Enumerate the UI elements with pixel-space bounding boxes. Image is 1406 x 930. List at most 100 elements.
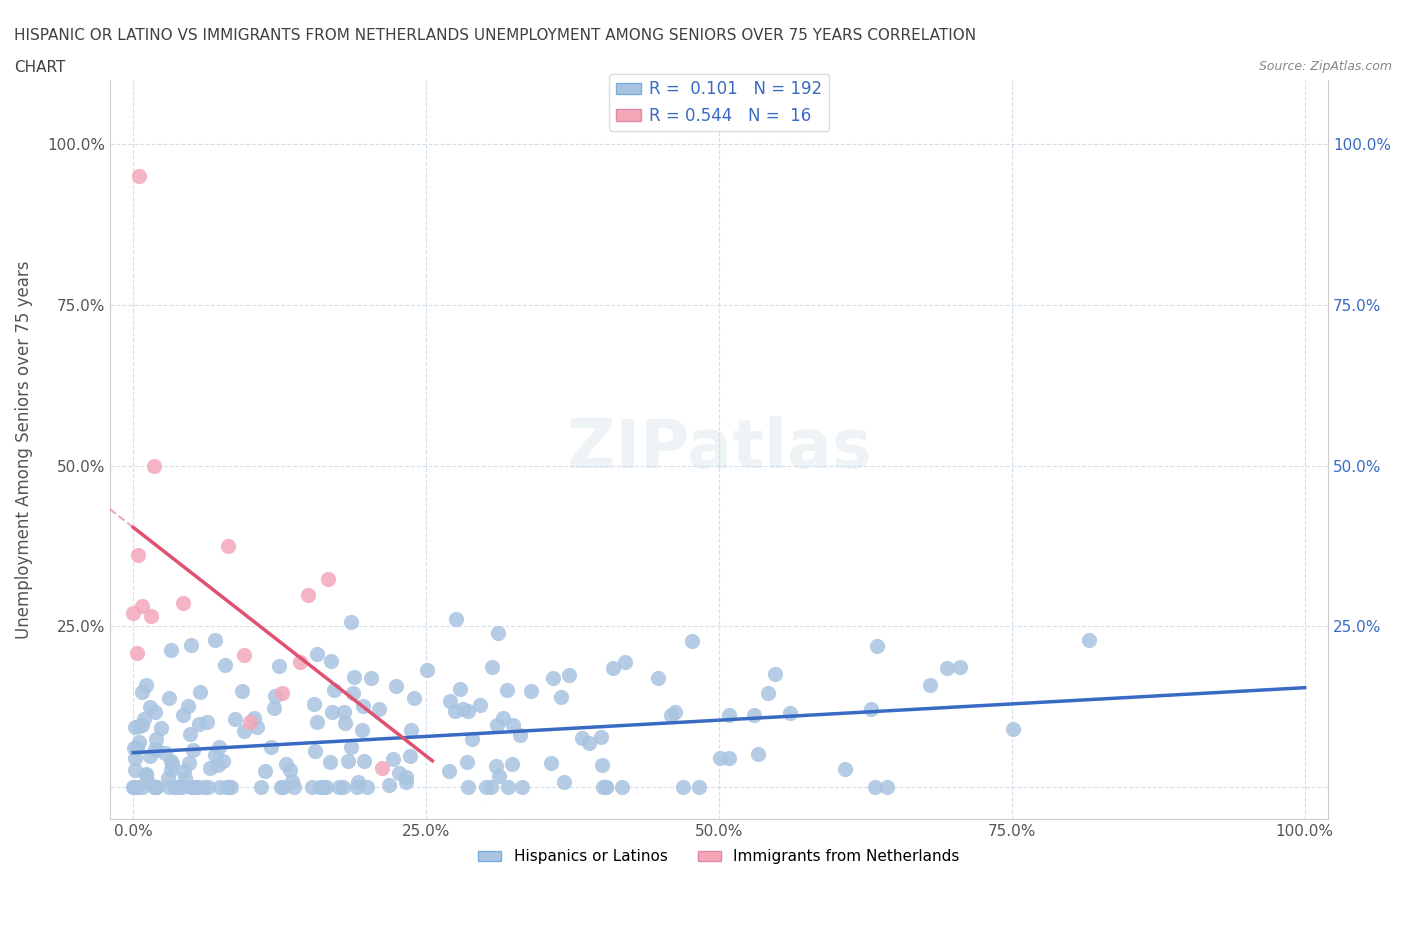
Point <box>146 742 169 757</box>
Point <box>316 572 339 587</box>
Point <box>353 753 375 768</box>
Point <box>145 779 167 794</box>
Y-axis label: Unemployment Among Seniors over 75 years: Unemployment Among Seniors over 75 years <box>15 260 32 639</box>
Point <box>309 779 332 794</box>
Point <box>399 749 422 764</box>
Point <box>184 779 207 794</box>
Point <box>204 747 226 762</box>
Point <box>949 659 972 674</box>
Point <box>160 757 183 772</box>
Point <box>128 719 150 734</box>
Point <box>591 757 613 772</box>
Point <box>204 632 226 647</box>
Point <box>271 685 294 700</box>
Point <box>333 716 356 731</box>
Point <box>501 757 523 772</box>
Point <box>128 735 150 750</box>
Point <box>187 717 209 732</box>
Point <box>297 588 319 603</box>
Point <box>193 779 215 794</box>
Point <box>332 779 354 794</box>
Point <box>233 724 256 738</box>
Point <box>509 727 531 742</box>
Text: HISPANIC OR LATINO VS IMMIGRANTS FROM NETHERLANDS UNEMPLOYMENT AMONG SENIORS OVE: HISPANIC OR LATINO VS IMMIGRANTS FROM NE… <box>14 28 976 43</box>
Point <box>305 714 328 729</box>
Point <box>367 701 389 716</box>
Point <box>378 777 401 792</box>
Point <box>550 689 572 704</box>
Point <box>174 771 197 786</box>
Point <box>145 779 167 794</box>
Point <box>267 658 290 673</box>
Point <box>138 699 160 714</box>
Point <box>122 779 145 794</box>
Point <box>481 779 503 794</box>
Point <box>451 701 474 716</box>
Point <box>610 779 633 794</box>
Point <box>346 775 368 790</box>
Point <box>217 779 239 794</box>
Point <box>488 769 510 784</box>
Point <box>834 762 856 777</box>
Point <box>125 779 148 794</box>
Point <box>134 711 156 726</box>
Point <box>172 595 194 610</box>
Point <box>333 704 356 719</box>
Point <box>263 700 285 715</box>
Point <box>131 779 153 794</box>
Point <box>717 751 740 765</box>
Point <box>395 769 418 784</box>
Point <box>224 711 246 726</box>
Point <box>659 707 682 722</box>
Point <box>149 721 172 736</box>
Point <box>602 661 624 676</box>
Point <box>860 701 883 716</box>
Point <box>219 779 242 794</box>
Point <box>437 764 460 778</box>
Point <box>135 678 157 693</box>
Point <box>180 779 202 794</box>
Point <box>449 682 471 697</box>
Point <box>371 760 394 775</box>
Point <box>207 758 229 773</box>
Point <box>486 626 509 641</box>
Point <box>339 615 361 630</box>
Point <box>592 779 614 794</box>
Point <box>312 779 335 794</box>
Point <box>157 771 180 786</box>
Point <box>395 775 418 790</box>
Point <box>124 719 146 734</box>
Point <box>346 779 368 794</box>
Point <box>160 643 183 658</box>
Point <box>139 608 162 623</box>
Point <box>208 779 231 794</box>
Point <box>402 691 425 706</box>
Point <box>307 646 329 661</box>
Point <box>444 704 467 719</box>
Point <box>131 598 153 613</box>
Point <box>288 654 311 669</box>
Point <box>302 697 325 711</box>
Point <box>319 755 342 770</box>
Text: Source: ZipAtlas.com: Source: ZipAtlas.com <box>1258 60 1392 73</box>
Point <box>122 740 145 755</box>
Point <box>865 638 887 653</box>
Point <box>179 726 201 741</box>
Point <box>253 764 276 778</box>
Point <box>578 736 600 751</box>
Point <box>197 779 219 794</box>
Point <box>709 751 731 765</box>
Point <box>571 730 593 745</box>
Point <box>756 686 779 701</box>
Point <box>153 746 176 761</box>
Point <box>125 779 148 794</box>
Point <box>1001 722 1024 737</box>
Point <box>128 169 150 184</box>
Point <box>510 779 533 794</box>
Point <box>388 766 411 781</box>
Point <box>311 779 333 794</box>
Point <box>143 741 166 756</box>
Point <box>157 779 180 794</box>
Point <box>127 741 149 756</box>
Point <box>647 671 669 685</box>
